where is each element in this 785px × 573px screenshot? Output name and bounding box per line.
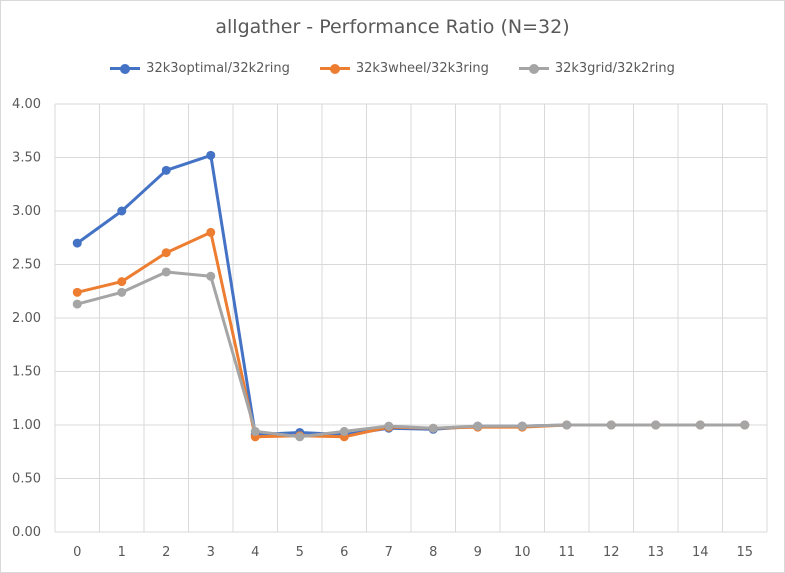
data-point: [428, 423, 438, 433]
data-point: [206, 150, 216, 160]
x-tick-label: 3: [207, 545, 215, 560]
x-tick-label: 0: [73, 545, 81, 560]
y-tick-label: 3.50: [12, 151, 41, 166]
data-point: [117, 277, 127, 287]
x-tick-label: 13: [647, 545, 664, 560]
data-point: [250, 426, 260, 436]
data-point: [72, 299, 82, 309]
y-tick-label: 0.50: [12, 472, 41, 487]
data-point: [117, 206, 127, 216]
x-tick-label: 9: [474, 545, 482, 560]
x-tick-label: 2: [162, 545, 170, 560]
data-point: [384, 421, 394, 431]
legend-label: 32k3optimal/32k2ring: [146, 61, 290, 76]
y-tick-label: 3.00: [12, 204, 41, 219]
y-tick-label: 1.00: [12, 418, 41, 433]
y-tick-label: 0.00: [12, 525, 41, 540]
x-tick-label: 10: [514, 545, 531, 560]
data-point: [161, 165, 171, 175]
x-tick-label: 7: [385, 545, 393, 560]
legend-swatch: [110, 63, 141, 74]
x-tick-label: 1: [118, 545, 126, 560]
data-point: [517, 421, 527, 431]
legend-item-2: 32k3wheel/32k3ring: [319, 61, 489, 76]
data-point: [740, 420, 750, 430]
x-tick-label: 12: [603, 545, 620, 560]
data-point: [473, 421, 483, 431]
data-point: [339, 426, 349, 436]
x-tick-label: 11: [558, 545, 575, 560]
legend-item-1: 32k3optimal/32k2ring: [110, 61, 290, 76]
x-tick-label: 14: [692, 545, 709, 560]
data-point: [206, 227, 216, 237]
data-point: [161, 248, 171, 258]
data-point: [117, 287, 127, 297]
y-tick-label: 1.50: [12, 365, 41, 380]
x-tick-label: 5: [296, 545, 304, 560]
data-point: [695, 420, 705, 430]
legend-label: 32k3grid/32k2ring: [554, 61, 675, 76]
legend-swatch: [518, 63, 549, 74]
chart-legend: 32k3optimal/32k2ring 32k3wheel/32k3ring 32…: [0, 61, 785, 76]
chart-title: allgather - Performance Ratio (N=32): [215, 16, 570, 38]
data-point: [72, 287, 82, 297]
legend-item-3: 32k3grid/32k2ring: [518, 61, 675, 76]
x-tick-label: 6: [340, 545, 348, 560]
y-tick-label: 2.50: [12, 258, 41, 273]
legend-swatch: [319, 63, 350, 74]
data-point: [651, 420, 661, 430]
data-point: [72, 238, 82, 248]
legend-label: 32k3wheel/32k3ring: [355, 61, 489, 76]
data-point: [161, 267, 171, 277]
data-point: [295, 432, 305, 442]
x-tick-label: 4: [251, 545, 259, 560]
y-tick-label: 2.00: [12, 311, 41, 326]
x-tick-label: 15: [736, 545, 753, 560]
data-point: [606, 420, 616, 430]
series-line-3: [76, 270, 745, 439]
x-tick-label: 8: [429, 545, 437, 560]
data-point: [206, 271, 216, 281]
data-point: [562, 420, 572, 430]
y-tick-label: 4.00: [12, 97, 41, 112]
